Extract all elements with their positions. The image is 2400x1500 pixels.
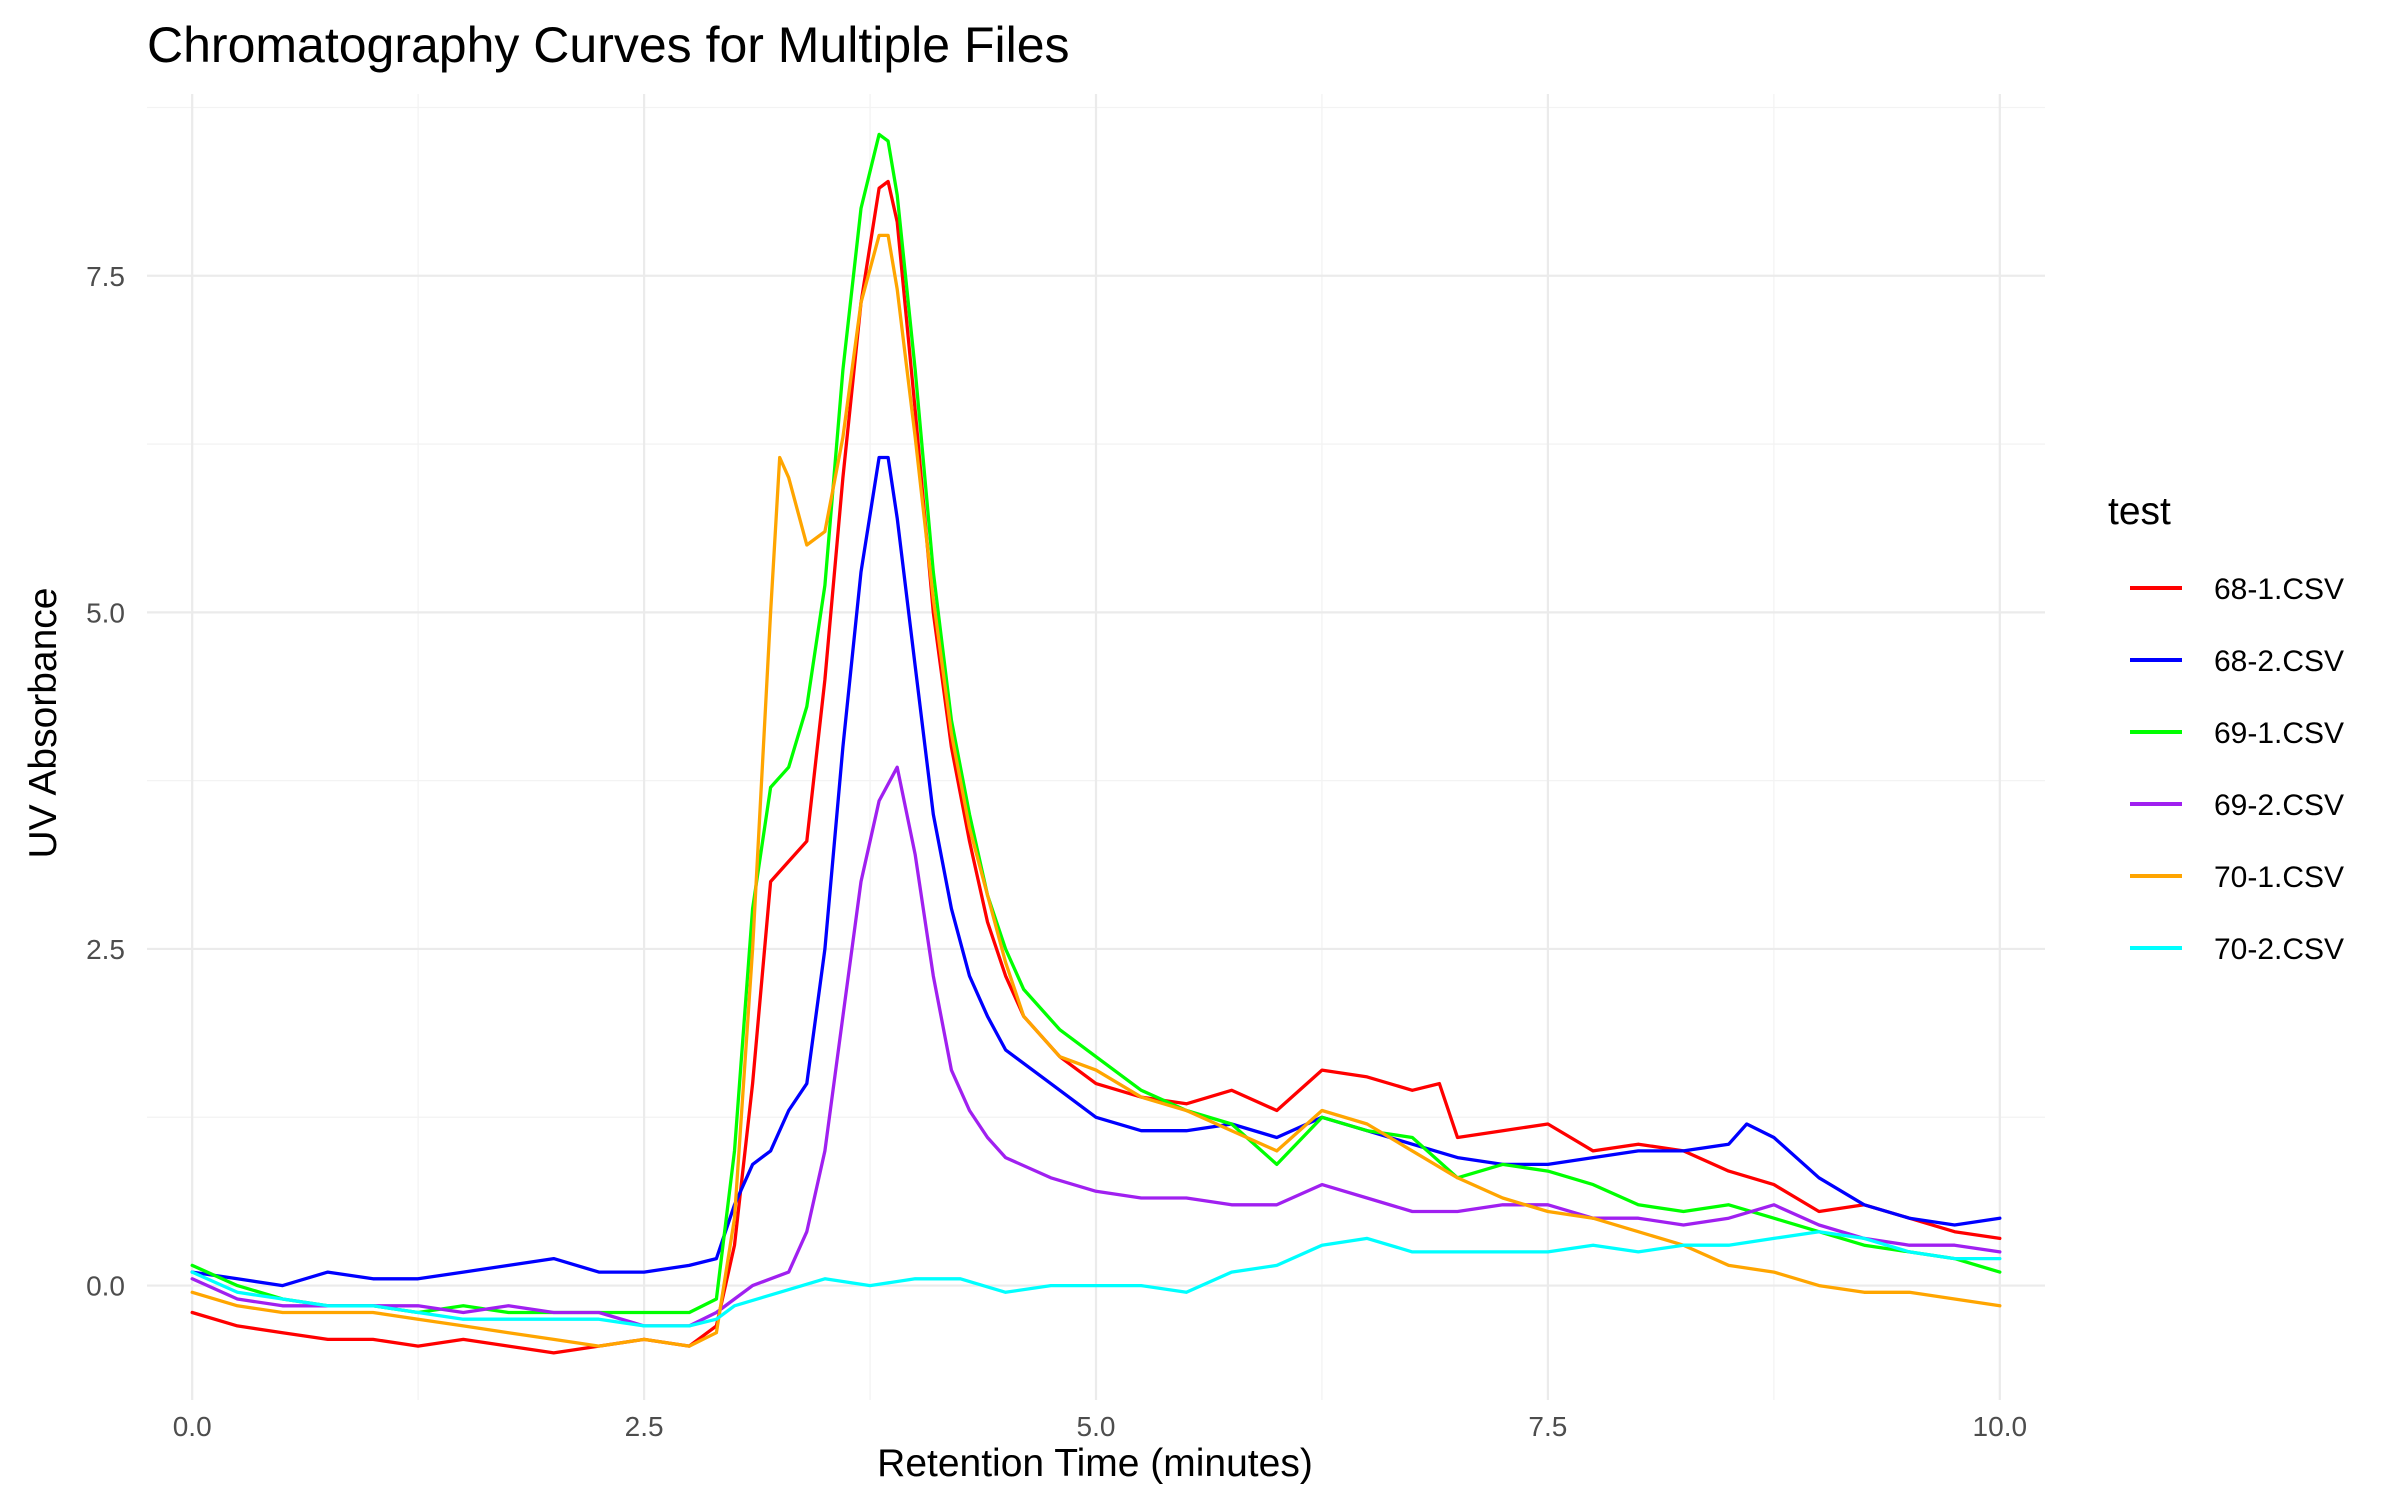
x-tick-label: 5.0 (1077, 1411, 1116, 1442)
legend-label-2: 68-2.CSV (2214, 645, 2344, 678)
y-tick-label: 5.0 (86, 597, 125, 628)
series-line-4 (190, 765, 2002, 1328)
y-tick-label: 2.5 (86, 934, 125, 965)
x-tick-label: 2.5 (625, 1411, 664, 1442)
x-tick-label: 0.0 (173, 1411, 212, 1442)
series-line-1 (190, 179, 2002, 1355)
x-tick-label: 7.5 (1528, 1411, 1567, 1442)
y-tick-label: 0.0 (86, 1271, 125, 1302)
legend-items: 68-1.CSV 68-2.CSV 69-1.CSV 69-2.CSV 70-1.CSV… (2130, 573, 2344, 966)
major-gridlines-x (191, 94, 2001, 1400)
legend-label-3: 69-1.CSV (2214, 717, 2344, 750)
series-line-5 (190, 233, 2002, 1348)
x-axis-title: Retention Time (minutes) (877, 1442, 1313, 1485)
y-tick-label: 7.5 (86, 261, 125, 292)
y-axis-title: UV Absorbance (22, 587, 65, 858)
minor-gridlines-x (417, 94, 1775, 1400)
chart-title: Chromatography Curves for Multiple Files (147, 17, 1070, 73)
legend-label-5: 70-1.CSV (2214, 861, 2344, 894)
x-tick-label: 10.0 (1973, 1411, 2028, 1442)
y-axis-tick-labels: 0.0 2.5 5.0 7.5 (86, 261, 125, 1302)
series-line-6 (190, 1230, 2002, 1328)
legend: test 68-1.CSV 68-2.CSV 69-1.CSV 69-2.CSV 70-… (2108, 490, 2344, 966)
series-line-2 (190, 455, 2002, 1288)
legend-title: test (2108, 490, 2171, 533)
legend-label-4: 69-2.CSV (2214, 789, 2344, 822)
legend-label-1: 68-1.CSV (2214, 573, 2344, 606)
series-lines (190, 132, 2002, 1355)
x-axis-tick-labels: 0.0 2.5 5.0 7.5 10.0 (173, 1411, 2027, 1442)
legend-label-6: 70-2.CSV (2214, 933, 2344, 966)
